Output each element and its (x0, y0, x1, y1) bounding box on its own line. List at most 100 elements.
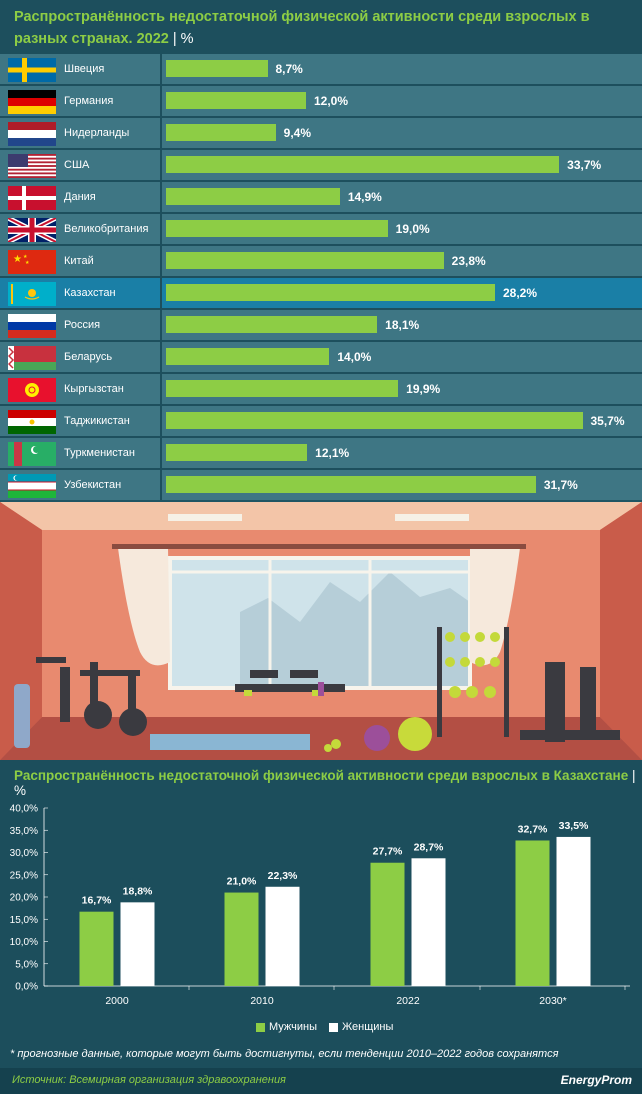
country-value-label: 9,4% (283, 126, 312, 140)
country-value-label: 23,8% (451, 254, 486, 268)
country-bar (166, 412, 583, 429)
source-bar: Источник: Всемирная организация здравоох… (0, 1068, 642, 1094)
gym-illustration (0, 502, 642, 760)
country-label: Туркменистан (64, 447, 135, 459)
row-divider (160, 246, 162, 276)
women-bar (411, 858, 446, 986)
country-row: США 33,7% (0, 150, 642, 180)
country-label: Беларусь (64, 351, 113, 363)
country-row: Таджикистан 35,7% (0, 406, 642, 436)
x-tick-label: 2030* (539, 995, 566, 1007)
country-bar (166, 92, 306, 109)
y-tick-label: 20,0% (10, 893, 38, 904)
country-bar (166, 156, 560, 173)
countries-chart-title: Распространённость недостаточной физичес… (14, 9, 590, 47)
country-label: Таджикистан (64, 415, 130, 427)
legend-men: Мужчины (256, 1020, 317, 1034)
country-value-label: 8,7% (275, 62, 303, 76)
row-divider (160, 54, 162, 84)
country-row: Узбекистан 31,7% (0, 470, 642, 500)
country-value-label: 18,1% (385, 318, 420, 332)
legend-women-swatch (329, 1022, 338, 1032)
country-row: Кыргызстан 19,9% (0, 374, 642, 404)
legend-women: Женщины (329, 1020, 393, 1034)
flag-belarus-icon (8, 346, 56, 370)
country-value-label: 19,9% (406, 382, 441, 396)
country-label: Кыргызстан (64, 383, 124, 395)
country-bar (166, 316, 378, 333)
kazakhstan-chart-unit: % (14, 783, 27, 798)
kazakhstan-chart-title-text: Распространённость недостаточной физичес… (14, 768, 629, 783)
row-divider (160, 310, 162, 340)
country-row: Россия 18,1% (0, 310, 642, 340)
country-bar (166, 188, 340, 205)
country-label: Китай (64, 255, 94, 267)
energyprom-logo: EnergyProm (560, 1073, 632, 1087)
x-tick-label: 2022 (396, 995, 420, 1007)
row-divider (160, 438, 162, 468)
country-label: Нидерланды (64, 127, 130, 139)
women-value-label: 22,3% (268, 870, 298, 882)
y-tick-label: 5,0% (15, 959, 38, 970)
country-row: Нидерланды 9,4% (0, 118, 642, 148)
country-value-label: 12,1% (315, 446, 350, 460)
men-value-label: 32,7% (518, 823, 548, 835)
y-tick-label: 0,0% (15, 982, 38, 993)
legend-men-label: Мужчины (269, 1021, 318, 1033)
country-value-label: 14,0% (337, 350, 372, 364)
flag-netherlands-icon (8, 122, 56, 146)
women-value-label: 33,5% (559, 820, 589, 832)
country-bar (166, 252, 444, 269)
row-divider (160, 182, 162, 212)
women-value-label: 28,7% (414, 841, 444, 853)
svg-text:★: ★ (25, 260, 30, 266)
men-bar (370, 862, 405, 986)
row-divider (160, 278, 162, 308)
country-value-label: 19,0% (395, 222, 430, 236)
men-value-label: 27,7% (373, 846, 403, 858)
country-value-label: 12,0% (314, 94, 349, 108)
country-value-label: 31,7% (543, 478, 578, 492)
y-tick-label: 25,0% (10, 870, 38, 881)
country-value-label: 14,9% (347, 190, 382, 204)
country-label: Россия (64, 319, 101, 331)
country-bar (166, 444, 308, 461)
country-row: Швеция 8,7% (0, 54, 642, 84)
country-row: Великобритания 19,0% (0, 214, 642, 244)
country-label: Дания (64, 191, 96, 203)
flag-uk-icon (8, 218, 56, 242)
y-tick-label: 30,0% (10, 848, 38, 859)
row-divider (160, 214, 162, 244)
men-value-label: 16,7% (82, 895, 112, 907)
country-row: Дания 14,9% (0, 182, 642, 212)
men-bar (515, 840, 550, 986)
country-row: Казахстан 28,2% (0, 278, 642, 308)
row-divider (160, 374, 162, 404)
countries-chart-title-text: Распространённость недостаточной физичес… (14, 9, 590, 47)
kazakhstan-bar-chart: 0,0% 5,0% 10,0% 15,0% 20,0% 25,0% 30,0% 35,0% 40… (10, 804, 630, 1007)
flag-tajikistan-icon (8, 410, 56, 434)
country-row: Беларусь 14,0% (0, 342, 642, 372)
women-value-label: 18,8% (123, 885, 153, 897)
country-value-label: 28,2% (503, 286, 538, 300)
legend-women-label: Женщины (342, 1021, 394, 1033)
country-row: Туркменистан 12,1% (0, 438, 642, 468)
flag-turkmenistan-icon (8, 442, 56, 466)
row-divider (160, 342, 162, 372)
row-divider (160, 406, 162, 436)
y-tick-label: 35,0% (10, 826, 38, 837)
flag-germany-icon (8, 90, 56, 114)
flag-denmark-icon (8, 186, 56, 210)
y-tick-label: 40,0% (10, 804, 38, 815)
row-divider (160, 118, 162, 148)
women-bar (265, 886, 300, 986)
country-label: Швеция (64, 63, 105, 75)
country-bar (166, 348, 330, 365)
country-label: Казахстан (64, 287, 116, 299)
country-value-label: 35,7% (590, 414, 625, 428)
country-value-label: 33,7% (567, 158, 602, 172)
country-label: Узбекистан (64, 479, 122, 491)
y-tick-label: 10,0% (10, 937, 38, 948)
countries-chart-unit: % (180, 31, 194, 47)
country-bar (166, 380, 399, 397)
